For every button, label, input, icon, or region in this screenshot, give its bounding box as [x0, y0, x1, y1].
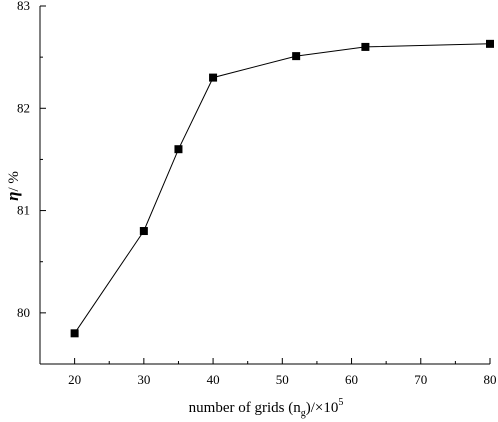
y-axis-title-unit: / % — [6, 171, 22, 191]
data-point — [209, 73, 218, 82]
data-point — [174, 145, 183, 154]
x-axis-title: number of grids (ng)/×105 — [189, 397, 344, 419]
x-tick-label: 20 — [68, 372, 81, 387]
y-tick-label: 82 — [17, 100, 30, 115]
y-axis-title: η/ % — [3, 171, 22, 201]
data-point — [292, 52, 301, 61]
axes — [39, 5, 491, 365]
data-point — [486, 39, 494, 48]
y-tick-label: 81 — [17, 203, 30, 218]
series-group — [70, 39, 494, 338]
x-axis-title-superscript: 5 — [338, 397, 343, 408]
x-axis-title-middle: )/×10 — [306, 400, 339, 416]
series-line — [74, 43, 491, 334]
x-tick-label: 70 — [414, 372, 427, 387]
data-point — [70, 329, 79, 338]
y-tick-labels: 80 81 82 83 — [17, 0, 30, 320]
x-tick-label: 80 — [484, 372, 497, 387]
y-tick-label: 83 — [17, 0, 30, 13]
x-tick-label: 60 — [345, 372, 358, 387]
x-tick-label: 40 — [207, 372, 220, 387]
x-tick-labels: 20 30 40 50 60 70 80 — [68, 372, 496, 387]
x-tick-label: 50 — [276, 372, 289, 387]
y-axis-title-symbol: η — [3, 192, 22, 201]
data-point — [361, 42, 370, 51]
x-axis-title-subscript: g — [301, 408, 306, 419]
x-axis-title-prefix: number of grids (n — [189, 400, 302, 416]
y-tick-label: 80 — [17, 305, 30, 320]
data-point — [139, 227, 148, 236]
x-tick-label: 30 — [137, 372, 150, 387]
